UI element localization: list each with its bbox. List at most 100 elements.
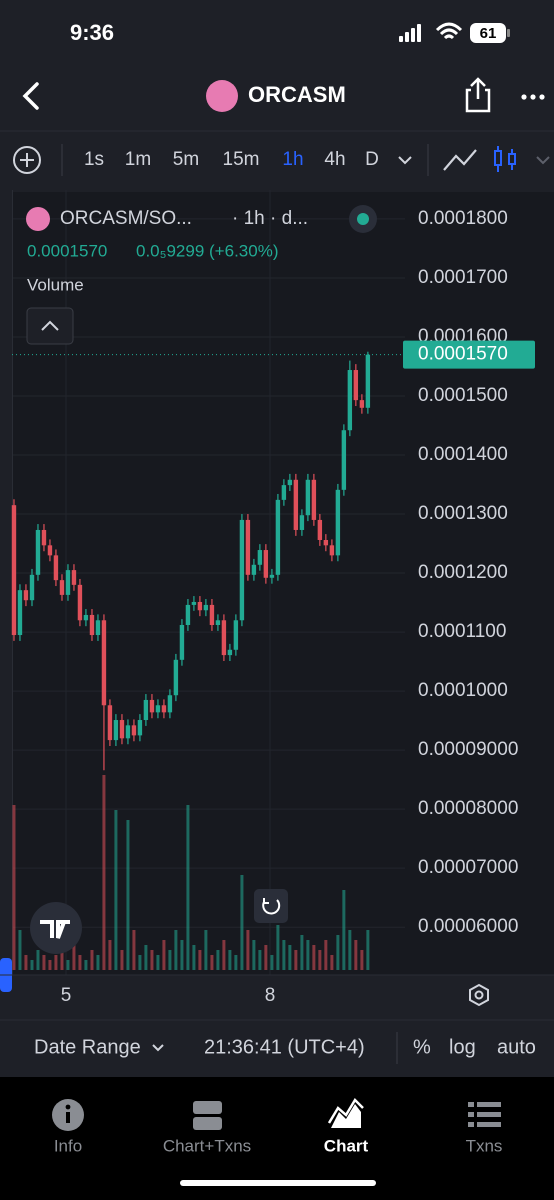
volume-bar xyxy=(174,930,178,970)
settings-button[interactable] xyxy=(469,983,489,1007)
last-price-tag xyxy=(403,340,535,369)
volume-bar xyxy=(300,935,304,970)
volume-bar xyxy=(306,940,310,970)
date-range-button[interactable]: Date Range xyxy=(34,1036,141,1058)
volume-bar xyxy=(312,945,316,970)
battery-level: 61 xyxy=(480,25,497,42)
reset-button[interactable] xyxy=(254,889,288,923)
candle-body xyxy=(329,545,335,556)
candle-body xyxy=(233,620,239,650)
candle-body xyxy=(125,725,131,739)
volume-bar xyxy=(198,950,202,970)
volume-bar xyxy=(348,930,352,970)
candle-body xyxy=(59,580,65,595)
y-tick-label: 0.0001400 xyxy=(418,444,508,465)
date-range-chevron xyxy=(152,1044,164,1052)
tab-label[interactable]: Txns xyxy=(466,1136,503,1155)
volume-bar xyxy=(252,940,256,970)
candle-body xyxy=(11,505,17,636)
candle-body xyxy=(65,570,71,595)
reset-icon xyxy=(262,898,281,915)
interval-dropdown[interactable] xyxy=(398,156,412,165)
volume-bar xyxy=(264,945,268,970)
token-icon xyxy=(206,80,238,112)
volume-bar xyxy=(222,940,226,970)
candle-body xyxy=(149,699,155,713)
log-toggle[interactable]: log xyxy=(449,1036,476,1058)
volume-bar xyxy=(234,955,238,970)
share-button[interactable] xyxy=(465,77,491,113)
candle-body xyxy=(299,515,305,530)
candle-body xyxy=(107,705,113,741)
volume-bar xyxy=(132,930,136,970)
volume-bar xyxy=(156,955,160,970)
candle-body xyxy=(323,540,329,546)
chart-type-dropdown[interactable] xyxy=(536,156,550,165)
interval-button[interactable]: D xyxy=(365,149,379,170)
candle-body xyxy=(167,695,173,713)
back-button[interactable] xyxy=(22,82,39,110)
y-tick-label: 0.00008000 xyxy=(418,798,518,819)
candle-body xyxy=(143,699,149,721)
more-button[interactable] xyxy=(521,94,545,100)
volume-bar xyxy=(54,955,58,970)
volume-bar xyxy=(114,810,118,970)
interval-button[interactable]: 1m xyxy=(125,149,151,170)
candle-body xyxy=(341,430,347,490)
candle-body xyxy=(89,614,95,636)
candle-body xyxy=(269,574,275,578)
volume-bar xyxy=(288,945,292,970)
candle-body xyxy=(209,604,215,625)
volume-bar xyxy=(228,950,232,970)
interval-button[interactable]: 4h xyxy=(324,149,345,170)
candle-body xyxy=(179,624,185,660)
tab-label[interactable]: Chart xyxy=(324,1136,369,1155)
volume-bar xyxy=(24,955,28,970)
candle-chart-button[interactable] xyxy=(494,146,516,172)
tab-label[interactable]: Info xyxy=(54,1136,82,1155)
volume-bar xyxy=(210,955,214,970)
y-tick-label: 0.0001200 xyxy=(418,562,508,583)
volume-bar xyxy=(12,805,16,970)
candle-body xyxy=(137,720,143,736)
legend-details: · 1h · d... xyxy=(232,208,308,229)
interval-button[interactable]: 15m xyxy=(223,149,260,170)
x-tick-label: 8 xyxy=(265,985,276,1006)
interval-button[interactable]: 5m xyxy=(173,149,199,170)
y-tick-label: 0.00007000 xyxy=(418,857,518,878)
line-chart-button[interactable] xyxy=(443,149,477,171)
candle-body xyxy=(257,550,263,565)
add-indicator-button[interactable] xyxy=(13,146,41,174)
volume-bar xyxy=(282,940,286,970)
header-title: ORCASM xyxy=(248,82,346,107)
y-tick-label: 0.0001100 xyxy=(418,621,506,642)
legend-token-icon xyxy=(26,207,50,231)
collapse-button[interactable] xyxy=(26,307,74,345)
y-tick-label: 0.0001500 xyxy=(418,385,508,406)
tab-label[interactable]: Chart+Txns xyxy=(163,1136,251,1155)
volume-bar xyxy=(240,875,244,970)
candle-body xyxy=(185,604,191,625)
volume-bar xyxy=(138,955,142,970)
volume-bar xyxy=(276,925,280,970)
y-tick-label: 0.0001000 xyxy=(418,680,508,701)
volume-bar xyxy=(318,950,322,970)
volume-bar xyxy=(342,890,346,970)
wifi-icon xyxy=(435,22,463,40)
percent-toggle[interactable]: % xyxy=(413,1036,431,1058)
volume-bar xyxy=(30,960,34,970)
candle-body xyxy=(335,489,341,556)
volume-bar xyxy=(108,940,112,970)
candle-body xyxy=(347,370,353,431)
tradingview-glyph xyxy=(40,920,70,939)
candle-body xyxy=(353,370,359,401)
volume-bar xyxy=(204,930,208,970)
volume-bar xyxy=(246,930,250,970)
interval-button[interactable]: 1s xyxy=(84,149,104,170)
volume-bar xyxy=(294,950,298,970)
tab-labels: Info Chart+Txns Chart Txns xyxy=(54,1136,503,1155)
volume-bar xyxy=(180,940,184,970)
auto-toggle[interactable]: auto xyxy=(497,1036,536,1058)
interval-button[interactable]: 1h xyxy=(282,149,303,170)
candle-body xyxy=(245,519,251,575)
